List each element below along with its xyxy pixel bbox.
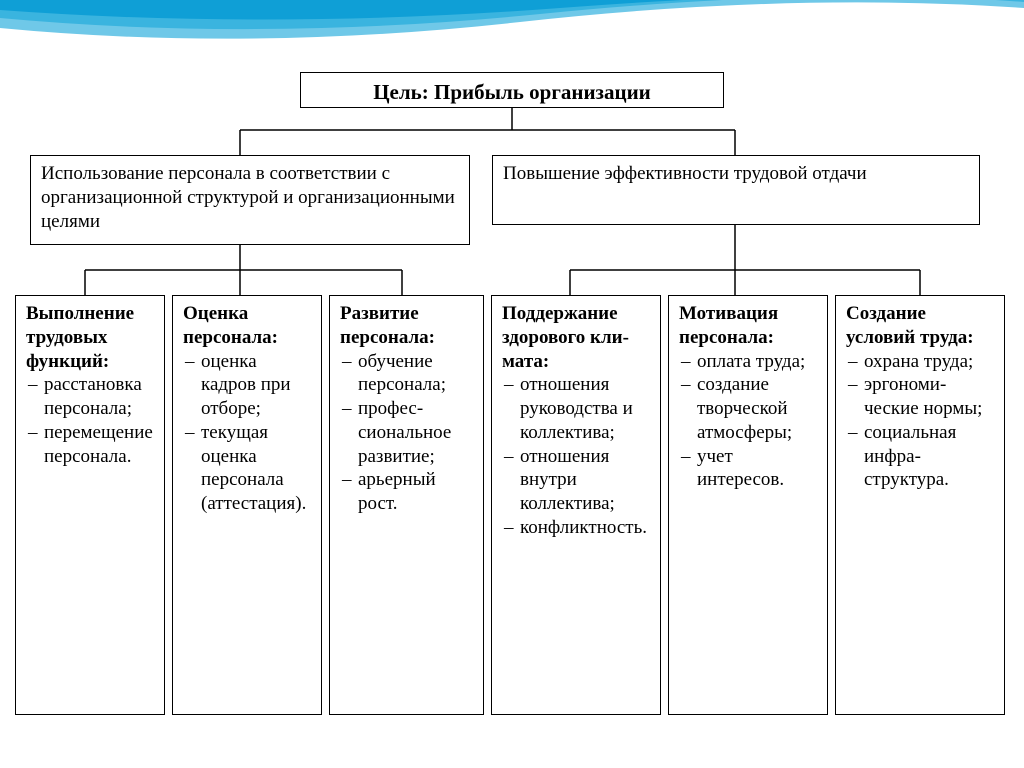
root-label: Цель: Прибыль организации: [373, 80, 651, 104]
leaf-item: отношения внутри коллектива;: [502, 445, 650, 516]
leaf-list-0: расстановка персонала; перемеще­ние перс…: [26, 373, 154, 468]
leaf-node-4: Мотивация персонала: оплата труда; созда…: [668, 295, 828, 715]
leaf-list-1: оценка кадров при отборе; текущая оценка…: [183, 350, 311, 516]
leaf-title-4: Мотивация персонала:: [679, 302, 817, 350]
decorative-wave: [0, 0, 1024, 60]
leaf-item: оплата труда;: [679, 350, 817, 374]
leaf-title-5: Создание условий труда:: [846, 302, 994, 350]
leaf-node-5: Создание условий труда: охрана труда; эр…: [835, 295, 1005, 715]
leaf-item: социальная инфра­структура.: [846, 421, 994, 492]
leaf-node-0: Выполнение трудовых функций: расстановка…: [15, 295, 165, 715]
leaf-title-3: Поддержание здорового кли­мата:: [502, 302, 650, 373]
root-node: Цель: Прибыль организации: [300, 72, 724, 108]
leaf-node-3: Поддержание здорового кли­мата: отношени…: [491, 295, 661, 715]
leaf-item: перемеще­ние персо­нала.: [26, 421, 154, 469]
leaf-item: текущая оценка персонала (аттестация).: [183, 421, 311, 516]
leaf-item: расстановка персонала;: [26, 373, 154, 421]
leaf-node-1: Оценка персонала: оценка кадров при отбо…: [172, 295, 322, 715]
diagram-page: Цель: Прибыль организации Использование …: [0, 0, 1024, 768]
leaf-title-2: Развитие персонала:: [340, 302, 473, 350]
leaf-list-5: охрана труда; эргономи­ческие нормы; соц…: [846, 350, 994, 493]
level2-label-1: Повышение эффективности трудовой отдачи: [503, 163, 867, 184]
leaf-item: эргономи­ческие нормы;: [846, 373, 994, 421]
leaf-title-1: Оценка персонала:: [183, 302, 311, 350]
level2-node-1: Повышение эффективности трудовой отдачи: [492, 155, 980, 225]
leaf-item: конфликт­ность.: [502, 516, 650, 540]
leaf-title-0: Выполнение трудовых функций:: [26, 302, 154, 373]
leaf-item: арьерный рост.: [340, 468, 473, 516]
leaf-item: отношения руководства и коллектива;: [502, 373, 650, 444]
leaf-list-3: отношения руководства и коллектива; отно…: [502, 373, 650, 539]
leaf-item: создание творческой атмосфе­ры;: [679, 373, 817, 444]
leaf-list-4: оплата труда; создание творческой атмосф…: [679, 350, 817, 493]
leaf-item: учет интересов.: [679, 445, 817, 493]
level2-label-0: Использование персонала в соответствии с…: [41, 163, 455, 232]
leaf-item: охрана труда;: [846, 350, 994, 374]
leaf-node-2: Развитие персонала: обучение персонала; …: [329, 295, 484, 715]
leaf-item: оценка кадров при отборе;: [183, 350, 311, 421]
leaf-item: профес­сиональное развитие;: [340, 397, 473, 468]
leaf-item: обучение персонала;: [340, 350, 473, 398]
leaf-list-2: обучение персонала; профес­сиональное ра…: [340, 350, 473, 516]
level2-node-0: Использование персонала в соответствии с…: [30, 155, 470, 245]
